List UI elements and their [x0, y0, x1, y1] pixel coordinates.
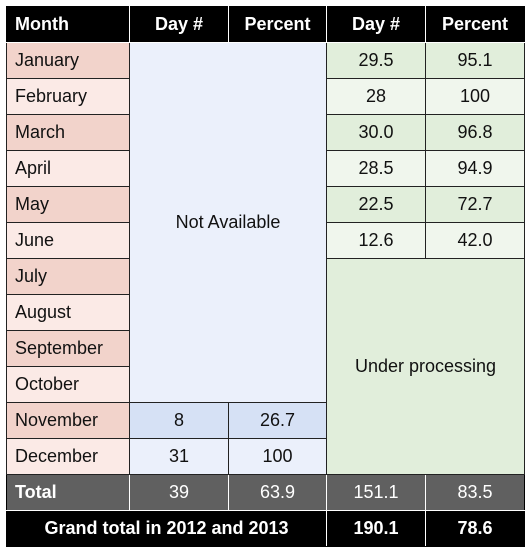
header-month: Month [6, 6, 130, 43]
grand-total-row: Grand total in 2012 and 2013 190.1 78.6 [6, 510, 525, 547]
day-2013-cell: 28.5 [326, 150, 426, 187]
total-label: Total [6, 474, 130, 511]
percent-2012-cell: 100 [228, 438, 327, 475]
header-day-2013: Day # [326, 6, 426, 43]
grand-total-percent: 78.6 [425, 510, 525, 547]
day-2012-cell: 31 [129, 438, 229, 475]
table-row: April 28.5 94.9 [6, 150, 525, 187]
table-row: November 8 26.7 [6, 402, 525, 439]
day-2013-cell: 30.0 [326, 114, 426, 151]
month-cell: March [6, 114, 130, 151]
month-cell: April [6, 150, 130, 187]
table-row: December 31 100 [6, 438, 525, 475]
month-cell: July [6, 258, 130, 295]
month-cell: October [6, 366, 130, 403]
table-row: March 30.0 96.8 [6, 114, 525, 151]
table-row: September [6, 330, 525, 367]
grand-total-day: 190.1 [326, 510, 426, 547]
total-day-2012: 39 [129, 474, 229, 511]
month-cell: September [6, 330, 130, 367]
header-percent-2013: Percent [425, 6, 525, 43]
table-row: July Under processing [6, 258, 525, 475]
total-percent-2013: 83.5 [425, 474, 525, 511]
table-row: May 22.5 72.7 [6, 186, 525, 223]
grand-total-label: Grand total in 2012 and 2013 [6, 510, 327, 547]
day-2013-cell: 12.6 [326, 222, 426, 259]
percent-2013-cell: 72.7 [425, 186, 525, 223]
percent-2013-cell: 100 [425, 78, 525, 115]
percent-2013-cell: 42.0 [425, 222, 525, 259]
percent-2013-cell: 95.1 [425, 42, 525, 79]
under-processing-cell: Under processing [326, 258, 525, 475]
total-day-2013: 151.1 [326, 474, 426, 511]
percent-2013-cell: 94.9 [425, 150, 525, 187]
table-row: January Not Available 29.5 95.1 [6, 42, 525, 403]
total-percent-2012: 63.9 [228, 474, 327, 511]
month-cell: June [6, 222, 130, 259]
table-row: August [6, 294, 525, 331]
monthly-data-table: Month Day # Percent Day # Percent Januar… [6, 6, 525, 547]
total-row: Total 39 63.9 151.1 83.5 [6, 474, 525, 511]
table-row: February 28 100 [6, 78, 525, 115]
header-day-2012: Day # [129, 6, 229, 43]
not-available-cell: Not Available [129, 42, 327, 403]
month-cell: November [6, 402, 130, 439]
table-row: June 12.6 42.0 [6, 222, 525, 259]
month-cell: January [6, 42, 130, 79]
day-2013-cell: 22.5 [326, 186, 426, 223]
month-cell: May [6, 186, 130, 223]
month-cell: February [6, 78, 130, 115]
percent-2013-cell: 96.8 [425, 114, 525, 151]
percent-2012-cell: 26.7 [228, 402, 327, 439]
month-cell: December [6, 438, 130, 475]
table-row: October [6, 366, 525, 403]
month-cell: August [6, 294, 130, 331]
table-header-row: Month Day # Percent Day # Percent [6, 6, 525, 43]
day-2013-cell: 28 [326, 78, 426, 115]
day-2013-cell: 29.5 [326, 42, 426, 79]
day-2012-cell: 8 [129, 402, 229, 439]
header-percent-2012: Percent [228, 6, 327, 43]
